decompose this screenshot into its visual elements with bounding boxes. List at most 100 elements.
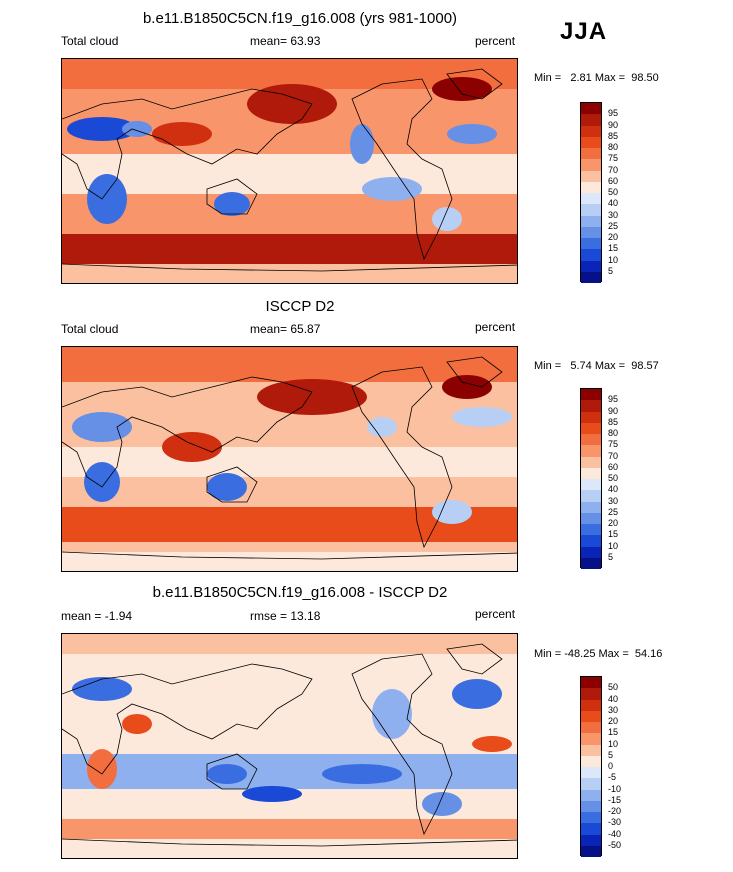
- season-label: JJA: [560, 18, 608, 45]
- colorbar-swatch: [581, 535, 601, 547]
- colorbar-swatch: [581, 181, 601, 193]
- panel-3-units-label: percent: [475, 607, 516, 621]
- panel-3-mean-label: mean = -1.94: [61, 609, 133, 623]
- panel-3-map-graphic: [62, 634, 517, 858]
- panel-1-units-label: percent: [475, 34, 516, 48]
- panel-2-map-graphic: [62, 347, 517, 571]
- colorbar-swatch: [581, 159, 601, 171]
- panel-2-min-max: Min = 5.74 Max = 98.57: [534, 360, 659, 372]
- panel-2-mean-label: mean= 65.87: [250, 322, 321, 336]
- colorbar-swatch: [581, 226, 601, 238]
- colorbar-swatch: [581, 789, 601, 801]
- colorbar-tick-label: -5: [608, 772, 617, 783]
- colorbar-tick-label: 0: [608, 761, 614, 771]
- colorbar-swatch: [581, 260, 601, 272]
- colorbar-swatch: [581, 677, 601, 689]
- panel-3-colorbar: [580, 676, 602, 857]
- colorbar-tick-label: -50: [608, 839, 622, 850]
- colorbar-swatch: [581, 271, 601, 283]
- colorbar-tick-label: 10: [608, 254, 619, 265]
- colorbar-swatch: [581, 114, 601, 126]
- colorbar-swatch: [581, 136, 601, 148]
- colorbar-tick-label: -30: [608, 817, 622, 828]
- panel-1-variable-label: Total cloud: [61, 34, 119, 48]
- colorbar-swatch: [581, 744, 601, 756]
- colorbar-swatch: [581, 733, 601, 745]
- colorbar-tick-label: 50: [608, 473, 619, 483]
- colorbar-tick-label: 20: [608, 518, 619, 528]
- colorbar-swatch: [581, 215, 601, 227]
- colorbar-tick-label: 25: [608, 506, 619, 517]
- colorbar-tick-label: 20: [608, 232, 619, 242]
- colorbar-tick-label: 90: [608, 119, 619, 130]
- colorbar-tick-label: 85: [608, 130, 619, 141]
- colorbar-swatch: [581, 148, 601, 160]
- colorbar-tick-label: 60: [608, 175, 619, 186]
- colorbar-swatch: [581, 845, 601, 857]
- colorbar-tick-label: 50: [608, 682, 619, 693]
- panel-2-variable-label: Total cloud: [61, 322, 119, 336]
- colorbar-swatch: [581, 834, 601, 846]
- colorbar-tick-label: 5: [608, 749, 614, 760]
- colorbar-swatch: [581, 125, 601, 137]
- colorbar-swatch: [581, 103, 601, 115]
- colorbar-tick-label: 90: [608, 405, 619, 416]
- panel-2-colorbar: [580, 388, 602, 569]
- colorbar-tick-label: -20: [608, 806, 622, 816]
- colorbar-tick-label: 10: [608, 540, 619, 551]
- colorbar-tick-label: 85: [608, 416, 619, 427]
- colorbar-tick-label: -10: [608, 783, 622, 794]
- panel-1-colorbar: [580, 102, 602, 283]
- colorbar-swatch: [581, 170, 601, 182]
- colorbar-swatch: [581, 812, 601, 824]
- colorbar-tick-label: 80: [608, 428, 619, 438]
- colorbar-tick-label: -40: [608, 828, 622, 839]
- colorbar-swatch: [581, 755, 601, 767]
- colorbar-swatch: [581, 204, 601, 216]
- colorbar-tick-label: 70: [608, 450, 619, 461]
- colorbar-tick-label: 50: [608, 187, 619, 197]
- colorbar-tick-label: 30: [608, 704, 619, 715]
- colorbar-swatch: [581, 501, 601, 513]
- colorbar-swatch: [581, 434, 601, 446]
- colorbar-tick-label: 95: [608, 394, 619, 405]
- colorbar-swatch: [581, 467, 601, 479]
- colorbar-swatch: [581, 422, 601, 434]
- panel-1-title: b.e11.B1850C5CN.f19_g16.008 (yrs 981-100…: [142, 10, 458, 27]
- colorbar-swatch: [581, 238, 601, 250]
- colorbar-swatch: [581, 400, 601, 412]
- panel-1-mean-label: mean= 63.93: [250, 34, 321, 48]
- colorbar-swatch: [581, 800, 601, 812]
- colorbar-swatch: [581, 699, 601, 711]
- colorbar-tick-label: 95: [608, 108, 619, 119]
- colorbar-swatch: [581, 722, 601, 734]
- colorbar-tick-label: 25: [608, 220, 619, 231]
- colorbar-tick-label: 30: [608, 495, 619, 506]
- colorbar-tick-label: -15: [608, 794, 622, 805]
- colorbar-swatch: [581, 490, 601, 502]
- panel-2-title: ISCCP D2: [265, 298, 335, 315]
- panel-1-min-max: Min = 2.81 Max = 98.50: [534, 72, 659, 84]
- colorbar-swatch: [581, 688, 601, 700]
- colorbar-tick-label: 40: [608, 198, 619, 209]
- panel-1-map-graphic: [62, 59, 517, 283]
- colorbar-swatch: [581, 823, 601, 835]
- panel-2-units-label: percent: [475, 320, 516, 334]
- panel-1-map: [61, 58, 518, 284]
- colorbar-swatch: [581, 445, 601, 457]
- colorbar-tick-label: 15: [608, 243, 619, 254]
- colorbar-tick-label: 10: [608, 738, 619, 749]
- colorbar-swatch: [581, 249, 601, 261]
- colorbar-swatch: [581, 193, 601, 205]
- colorbar-swatch: [581, 456, 601, 468]
- colorbar-tick-label: 60: [608, 461, 619, 472]
- colorbar-swatch: [581, 546, 601, 558]
- colorbar-tick-label: 75: [608, 439, 619, 450]
- colorbar-swatch: [581, 767, 601, 779]
- panel-3-title: b.e11.B1850C5CN.f19_g16.008 - ISCCP D2: [152, 584, 448, 601]
- colorbar-tick-label: 20: [608, 716, 619, 726]
- colorbar-swatch: [581, 411, 601, 423]
- colorbar-tick-label: 40: [608, 484, 619, 495]
- panel-2-map: [61, 346, 518, 572]
- colorbar-tick-label: 30: [608, 209, 619, 220]
